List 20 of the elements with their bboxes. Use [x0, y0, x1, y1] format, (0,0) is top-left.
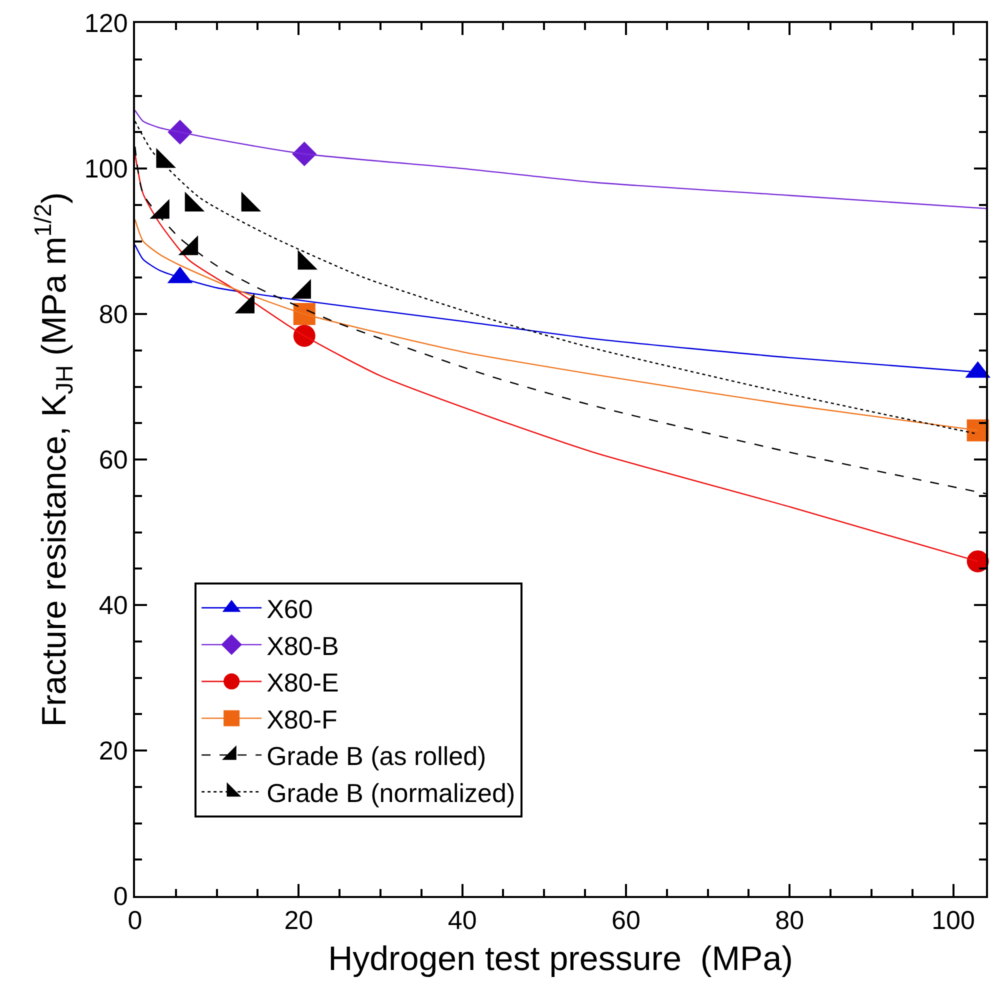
- x-tick-label: 60: [612, 905, 640, 936]
- x-tick-label: 80: [775, 905, 804, 936]
- legend-label: X80-B: [266, 630, 339, 661]
- legend-label: X80-F: [266, 704, 338, 734]
- y-tick-label: 120: [84, 8, 128, 38]
- legend-label: Grade B (normalized): [266, 778, 516, 808]
- y-tick-label: 40: [98, 590, 128, 620]
- y-tick-label: 0: [113, 881, 128, 912]
- y-tick-label: 80: [98, 299, 128, 330]
- y-tick-label: 60: [98, 444, 128, 475]
- legend-label: X80-E: [266, 668, 339, 698]
- x-axis-title: Hydrogen test pressure (MPa): [328, 940, 793, 978]
- x-tick-label: 40: [448, 905, 477, 936]
- legend-label: Grade B (as rolled): [266, 741, 486, 772]
- legend-label: X60: [266, 594, 313, 624]
- y-tick-label: 100: [84, 154, 128, 184]
- x-tick-label: 100: [932, 905, 975, 936]
- line-series: [135, 110, 986, 210]
- y-tick-label: 20: [98, 736, 128, 766]
- x-tick-label: 20: [284, 905, 314, 936]
